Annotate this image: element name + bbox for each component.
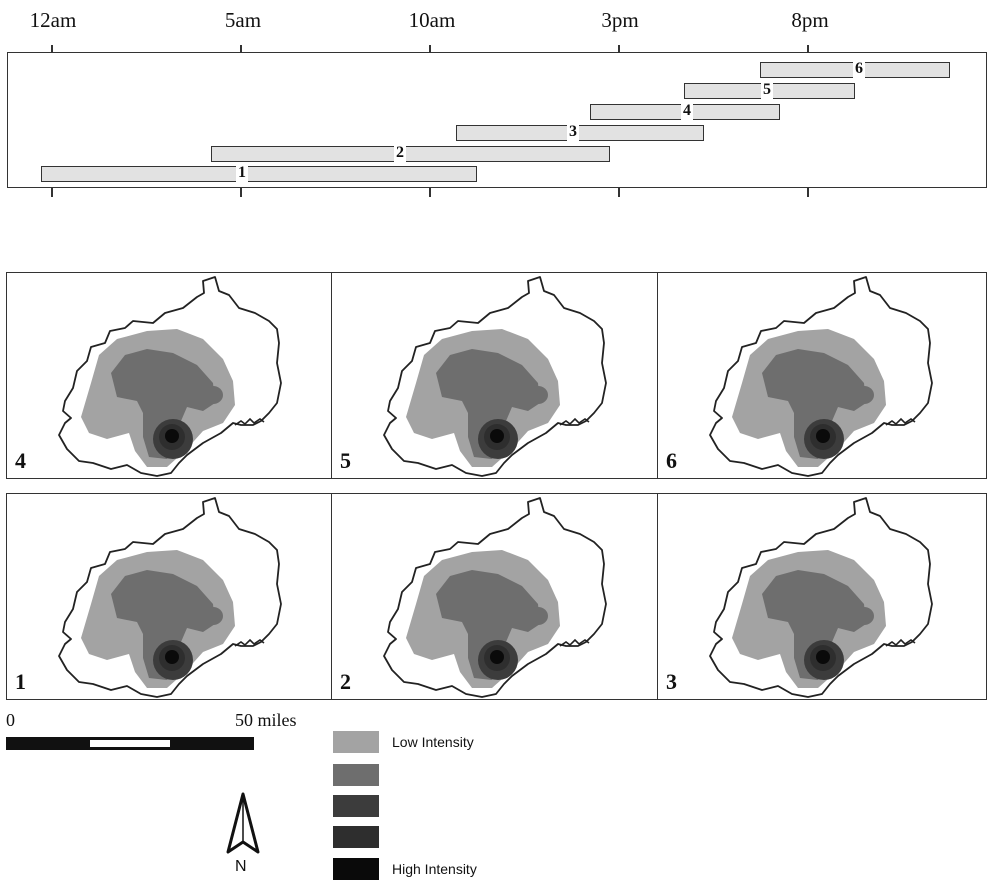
north-label: N	[235, 858, 247, 875]
map-panel-5: 5	[331, 272, 659, 479]
panel-number: 2	[340, 669, 351, 694]
time-label-5am: 5am	[224, 8, 262, 32]
scale-start-label: 0	[6, 710, 15, 730]
legend-swatch-low	[333, 731, 379, 753]
time-label-3pm: 3pm	[601, 8, 639, 32]
period-label: 1	[236, 164, 248, 182]
legend-swatch-2	[333, 764, 379, 786]
axis-tick	[807, 187, 809, 197]
panel-number: 6	[666, 448, 677, 473]
legend-swatch-high	[333, 858, 379, 880]
density-map	[709, 497, 933, 698]
axis-tick	[807, 45, 809, 53]
axis-tick	[51, 187, 53, 197]
scale-bar-segment	[90, 740, 170, 747]
period-label: 3	[567, 123, 579, 141]
legend-swatch-3	[333, 795, 379, 817]
period-label: 6	[853, 60, 865, 78]
period-label: 5	[761, 81, 773, 99]
period-label: 2	[394, 144, 406, 162]
period-bar-2: 2	[211, 144, 610, 162]
density-map	[58, 497, 282, 698]
axis-tick	[240, 45, 242, 53]
period-bar-4: 4	[590, 102, 780, 120]
period-bar-6: 6	[760, 60, 950, 78]
time-period-chart: 1 2 3 4 5 6	[7, 45, 987, 197]
period-bar-1: 1	[41, 164, 477, 182]
north-arrow: N	[218, 790, 268, 880]
density-map	[709, 276, 933, 477]
scale-bar-graphic	[6, 737, 254, 750]
legend-swatch-4	[333, 826, 379, 848]
period-bar-3: 3	[456, 123, 704, 141]
axis-tick	[618, 45, 620, 53]
legend-label-low: Low Intensity	[392, 734, 474, 750]
time-label-12am: 12am	[29, 8, 77, 32]
axis-tick	[618, 187, 620, 197]
density-map	[383, 497, 607, 698]
axis-tick	[429, 45, 431, 53]
map-panel-4: 4	[6, 272, 333, 479]
scale-end-label: 50 miles	[235, 710, 297, 730]
panel-number: 5	[340, 448, 351, 473]
legend-label-high: High Intensity	[392, 861, 477, 877]
panel-number: 3	[666, 669, 677, 694]
axis-tick	[240, 187, 242, 197]
axis-tick	[51, 45, 53, 53]
density-map	[58, 276, 282, 477]
density-map	[383, 276, 607, 477]
time-label-10am: 10am	[408, 8, 456, 32]
map-panel-3: 3	[657, 493, 987, 700]
axis-tick	[429, 187, 431, 197]
time-label-8pm: 8pm	[791, 8, 829, 32]
map-panel-6: 6	[657, 272, 987, 479]
map-panel-1: 1	[6, 493, 333, 700]
map-panel-2: 2	[331, 493, 659, 700]
period-label: 4	[681, 102, 693, 120]
panel-number: 4	[15, 448, 26, 473]
panel-number: 1	[15, 669, 26, 694]
period-bar-5: 5	[684, 81, 855, 99]
north-arrow-icon	[226, 792, 260, 854]
